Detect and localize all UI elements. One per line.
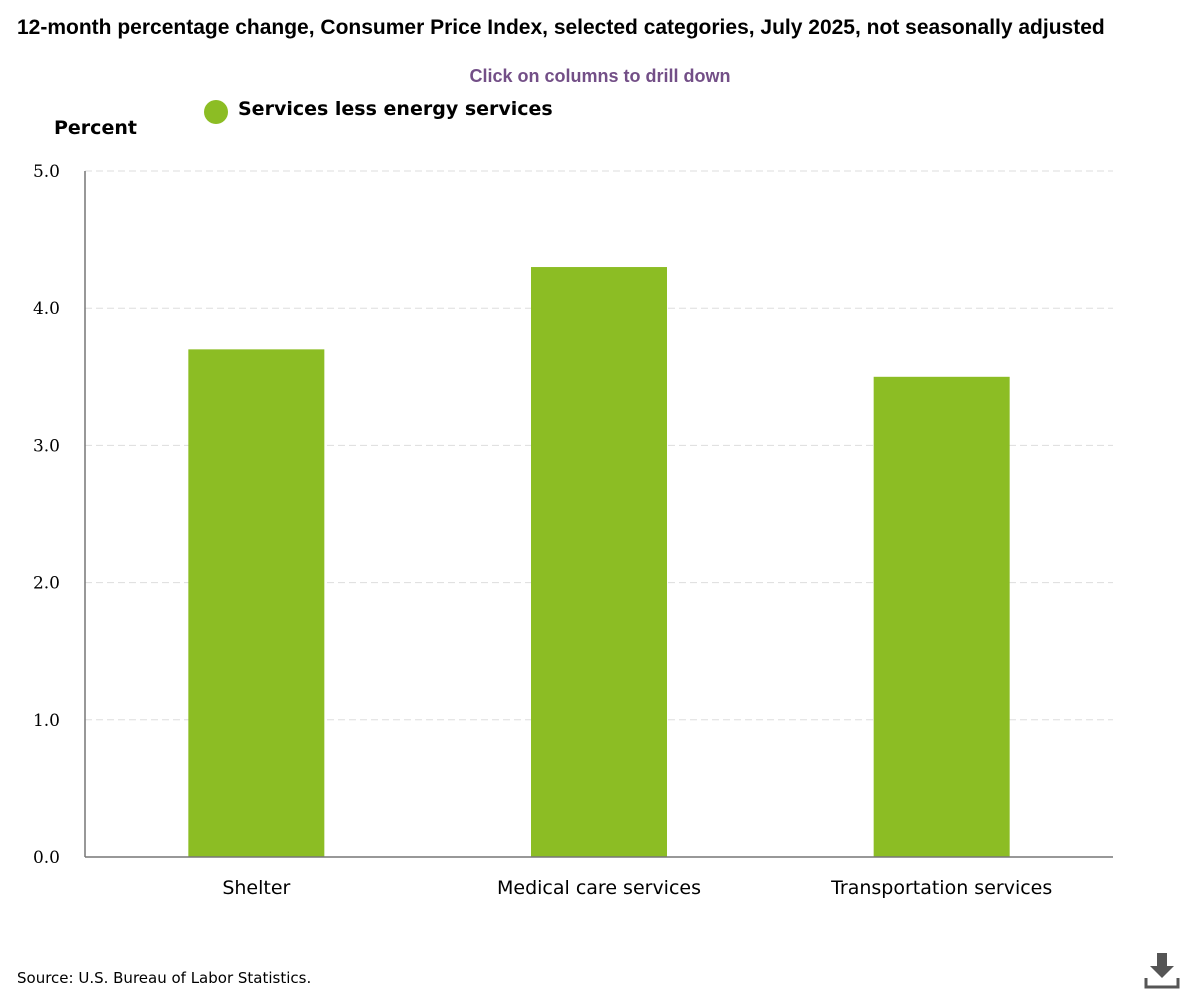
bar-medical-care-services[interactable]	[531, 267, 667, 857]
drill-down-hint[interactable]: Click on columns to drill down	[469, 66, 731, 86]
y-tick-label: 5.0	[33, 162, 60, 182]
y-tick-labels: 0.0 1.0 2.0 3.0 4.0 5.0	[33, 162, 60, 868]
axes	[84, 171, 1113, 858]
legend-marker[interactable]	[204, 100, 228, 124]
download-icon[interactable]	[1142, 950, 1182, 990]
x-category-label: Medical care services	[497, 877, 701, 899]
y-tick-label: 4.0	[33, 299, 60, 319]
category-labels: Shelter Medical care services Transportati…	[222, 877, 1052, 899]
source-note: Source: U.S. Bureau of Labor Statistics.	[17, 969, 312, 987]
x-category-label: Shelter	[222, 877, 290, 899]
x-category-label: Transportation services	[830, 877, 1052, 899]
bars	[188, 267, 1010, 857]
chart-title: 12-month percentage change, Consumer Pri…	[17, 16, 1105, 39]
y-tick-label: 0.0	[33, 848, 60, 868]
y-tick-label: 3.0	[33, 436, 60, 456]
y-tick-label: 2.0	[33, 574, 60, 594]
bar-shelter[interactable]	[188, 349, 325, 857]
bar-transportation-services[interactable]	[873, 376, 1010, 857]
y-axis-label: Percent	[54, 117, 137, 139]
bar-chart: 0.0 1.0 2.0 3.0 4.0 5.0 Shelter Medical care s…	[33, 162, 1113, 899]
legend-label[interactable]: Services less energy services	[238, 98, 553, 120]
y-tick-label: 1.0	[33, 711, 60, 731]
